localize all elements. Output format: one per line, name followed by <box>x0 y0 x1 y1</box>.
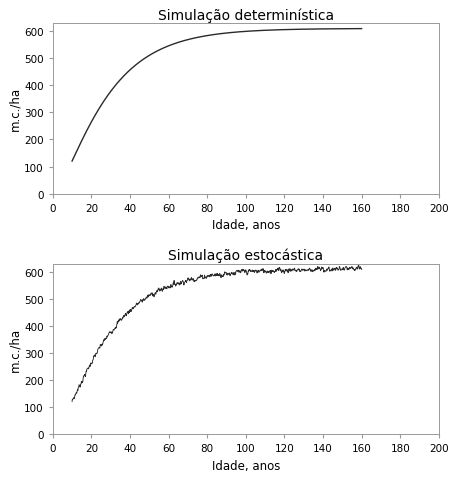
X-axis label: Idade, anos: Idade, anos <box>212 219 280 232</box>
Y-axis label: m.c./ha: m.c./ha <box>8 87 21 131</box>
Title: Simulação estocástica: Simulação estocástica <box>168 248 324 263</box>
Y-axis label: m.c./ha: m.c./ha <box>8 327 21 371</box>
Title: Simulação determinística: Simulação determinística <box>158 8 334 23</box>
X-axis label: Idade, anos: Idade, anos <box>212 459 280 472</box>
